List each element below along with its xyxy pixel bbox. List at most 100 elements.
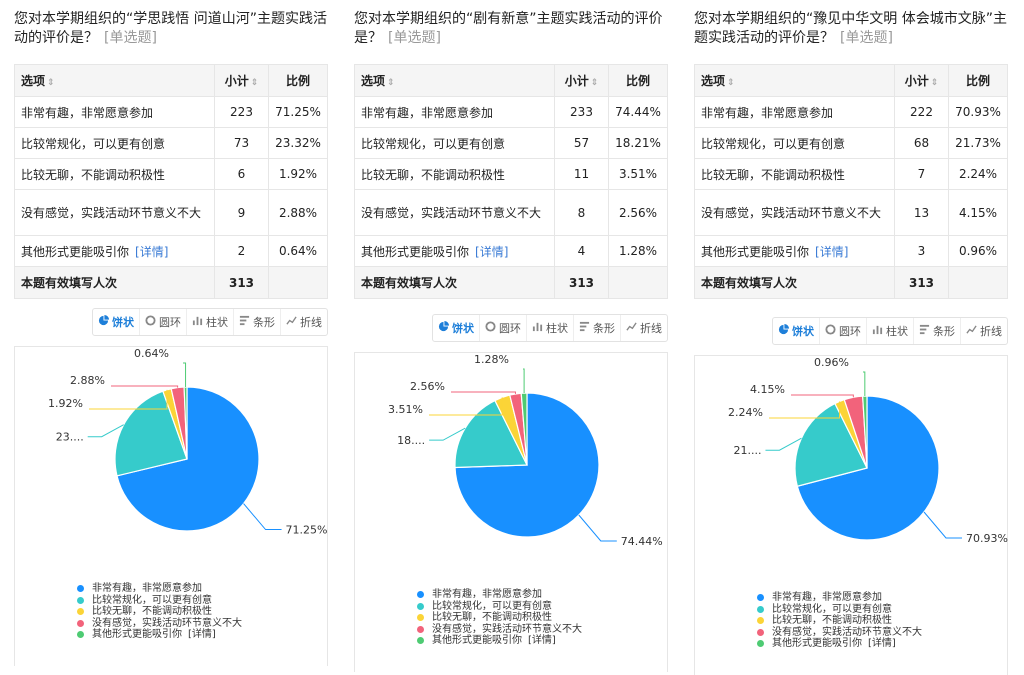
tab-line[interactable]: 折线 — [961, 318, 1007, 344]
pie-slice[interactable] — [794, 402, 868, 487]
sort-icon[interactable]: ⇕ — [47, 78, 55, 88]
legend-detail[interactable]: [详情] — [188, 629, 216, 640]
option-cell: 其他形式更能吸引你 [详情] — [354, 235, 555, 267]
legend-label: 非常有趣，非常愿意参加 — [772, 592, 882, 603]
tab-label: 折线 — [980, 325, 1002, 338]
ratio-cell: 18.21% — [608, 127, 668, 159]
column-count[interactable]: 小计 ⇕ — [554, 64, 609, 97]
table-row: 非常有趣，非常愿意参加 233 74.44% — [354, 96, 668, 128]
legend-detail[interactable]: [详情] — [528, 635, 556, 646]
legend-dot — [417, 625, 424, 633]
tab-bar[interactable]: 柱状 — [187, 309, 234, 335]
legend-item[interactable]: 比较无聊，不能调动积极性 — [77, 606, 242, 618]
detail-link[interactable]: [详情] — [475, 244, 509, 259]
count-cell: 7 — [894, 158, 949, 190]
question-panel-1: 您对本学期组织的“学思践悟 问道山河”主题实践活动的评价是？ [单选题] 选项 ⇕ 小计… — [14, 0, 332, 675]
column-count[interactable]: 小计 ⇕ — [894, 64, 949, 97]
sort-icon[interactable]: ⇕ — [387, 78, 395, 88]
column-count[interactable]: 小计 ⇕ — [214, 64, 269, 97]
pie-icon — [778, 324, 789, 338]
detail-link[interactable]: [详情] — [815, 244, 849, 259]
column-option[interactable]: 选项 ⇕ — [694, 64, 895, 97]
tab-line[interactable]: 折线 — [281, 309, 327, 335]
pie-slice[interactable] — [454, 399, 528, 469]
column-ratio-label: 比例 — [625, 74, 650, 88]
legend-item[interactable]: 非常有趣，非常愿意参加 — [757, 592, 922, 604]
column-ratio-label: 比例 — [965, 74, 990, 88]
tab-donut[interactable]: 圆环 — [140, 309, 187, 335]
stats-table: 选项 ⇕ 小计 ⇕ 比例 非常有趣，非常愿意参加 223 71.25% 比较常规化，可以更有创意… — [14, 64, 328, 299]
legend-item[interactable]: 非常有趣，非常愿意参加 — [417, 589, 582, 601]
line-icon — [966, 324, 977, 338]
legend-dot — [417, 602, 424, 610]
slice-label: 1.28% — [474, 353, 509, 366]
leader-line — [429, 427, 466, 441]
tab-hbar[interactable]: 条形 — [914, 318, 961, 344]
legend-item[interactable]: 比较常规化，可以更有创意 — [757, 604, 922, 616]
column-ratio: 比例 — [608, 64, 668, 97]
column-option[interactable]: 选项 ⇕ — [354, 64, 555, 97]
leader-line — [765, 437, 802, 451]
option-label: 比较无聊，不能调动积极性 — [361, 167, 506, 182]
legend-item[interactable]: 比较常规化，可以更有创意 — [417, 601, 582, 613]
slice-label: 2.56% — [410, 380, 445, 393]
option-label: 比较无聊，不能调动积极性 — [21, 167, 166, 182]
tab-line[interactable]: 折线 — [621, 315, 667, 341]
column-option[interactable]: 选项 ⇕ — [14, 64, 215, 97]
legend-item[interactable]: 比较无聊，不能调动积极性 — [757, 615, 922, 627]
tab-label: 圆环 — [159, 316, 181, 329]
detail-link[interactable]: [详情] — [135, 244, 169, 259]
tab-bar[interactable]: 柱状 — [867, 318, 914, 344]
leader-line — [923, 511, 962, 539]
table-row: 没有感觉，实践活动环节意义不大 9 2.88% — [14, 189, 328, 236]
legend-dot — [77, 585, 84, 593]
option-cell: 比较常规化，可以更有创意 — [14, 127, 215, 159]
ratio-cell: 23.32% — [268, 127, 328, 159]
question-type: [单选题] — [388, 30, 441, 46]
tab-label: 柱状 — [546, 322, 568, 335]
tab-donut[interactable]: 圆环 — [820, 318, 867, 344]
donut-icon — [825, 324, 836, 338]
donut-icon — [145, 315, 156, 329]
option-cell: 没有感觉，实践活动环节意义不大 — [694, 189, 895, 236]
legend-label: 比较常规化，可以更有创意 — [92, 594, 212, 606]
table-row: 比较常规化，可以更有创意 68 21.73% — [694, 127, 1008, 159]
ratio-cell: 71.25% — [268, 96, 328, 128]
tab-pie[interactable]: 饼状 — [773, 318, 820, 344]
pie-icon — [438, 321, 449, 335]
legend-item[interactable]: 没有感觉，实践活动环节意义不大 — [77, 618, 242, 630]
sort-icon[interactable]: ⇕ — [250, 78, 259, 88]
sort-icon[interactable]: ⇕ — [727, 78, 735, 88]
total-label: 本题有效填写人次 — [694, 266, 895, 299]
sort-icon[interactable]: ⇕ — [590, 78, 599, 88]
pie-slice[interactable] — [183, 386, 188, 460]
ratio-cell: 0.64% — [268, 235, 328, 267]
table-header-row: 选项 ⇕ 小计 ⇕ 比例 — [694, 64, 1008, 97]
tab-donut[interactable]: 圆环 — [480, 315, 527, 341]
tab-pie[interactable]: 饼状 — [93, 309, 140, 335]
legend-item[interactable]: 比较无聊，不能调动积极性 — [417, 612, 582, 624]
legend-item[interactable]: 其他形式更能吸引你 [详情] — [77, 629, 242, 641]
pie-slice[interactable] — [114, 390, 188, 477]
legend-item[interactable]: 其他形式更能吸引你 [详情] — [417, 635, 582, 647]
tab-pie[interactable]: 饼状 — [433, 315, 480, 341]
option-cell: 非常有趣，非常愿意参加 — [694, 96, 895, 128]
legend-item[interactable]: 没有感觉，实践活动环节意义不大 — [417, 624, 582, 636]
tab-label: 折线 — [300, 316, 322, 329]
legend-item[interactable]: 比较常规化，可以更有创意 — [77, 595, 242, 607]
sort-icon[interactable]: ⇕ — [930, 78, 939, 88]
tab-hbar[interactable]: 条形 — [234, 309, 281, 335]
tab-bar[interactable]: 柱状 — [527, 315, 574, 341]
legend-detail[interactable]: [详情] — [868, 638, 896, 649]
question-title: 您对本学期组织的“学思践悟 问道山河”主题实践活动的评价是？ [单选题] — [14, 10, 332, 58]
option-cell: 比较无聊，不能调动积极性 — [14, 158, 215, 190]
legend-item[interactable]: 没有感觉，实践活动环节意义不大 — [757, 627, 922, 639]
tab-label: 条形 — [253, 316, 275, 329]
stats-table: 选项 ⇕ 小计 ⇕ 比例 非常有趣，非常愿意参加 233 74.44% 比较常规化，可以更有创意… — [354, 64, 668, 299]
tab-hbar[interactable]: 条形 — [574, 315, 621, 341]
option-label: 非常有趣，非常愿意参加 — [21, 105, 154, 120]
legend-item[interactable]: 其他形式更能吸引你 [详情] — [757, 638, 922, 650]
legend-item[interactable]: 非常有趣，非常愿意参加 — [77, 583, 242, 595]
slice-label: 21.... — [733, 444, 761, 457]
leader-line — [243, 503, 282, 531]
